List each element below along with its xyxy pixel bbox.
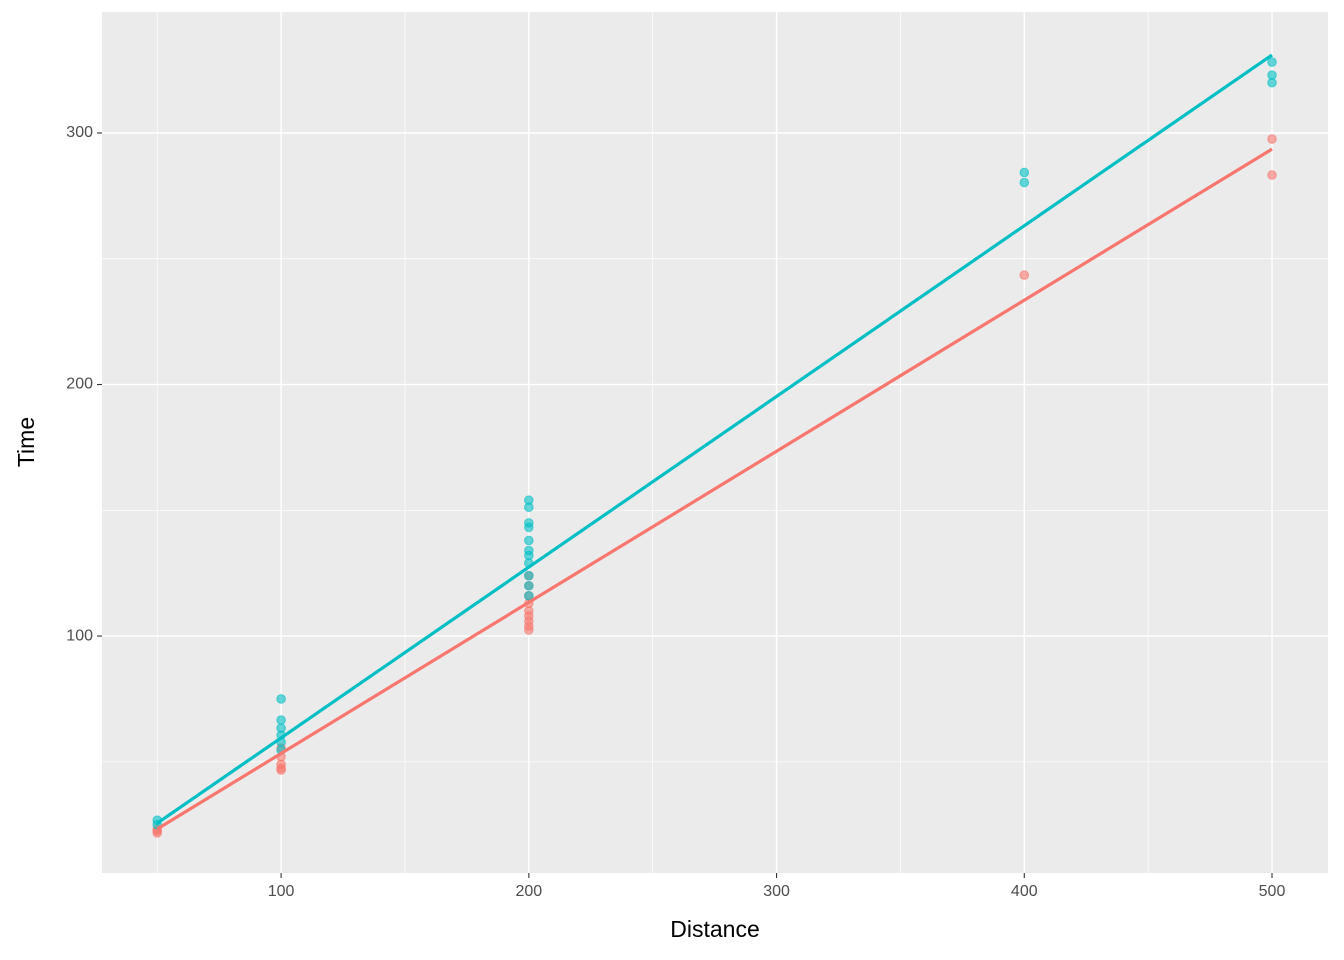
fit-line xyxy=(156,53,1273,825)
y-tick-label: 200 xyxy=(66,376,93,393)
point xyxy=(1267,77,1277,88)
point xyxy=(524,522,534,533)
y-tick-label: 100 xyxy=(66,627,93,644)
point xyxy=(524,502,534,513)
y-axis-title: Time xyxy=(13,417,39,467)
point xyxy=(1267,57,1277,67)
point xyxy=(524,570,534,581)
point xyxy=(524,580,534,591)
point xyxy=(1019,177,1030,188)
point xyxy=(276,715,286,725)
point xyxy=(1019,167,1030,178)
x-tick-label: 500 xyxy=(1259,883,1286,900)
x-tick-label: 400 xyxy=(1011,883,1038,900)
x-tick-label: 300 xyxy=(763,883,790,900)
panel xyxy=(102,12,1328,873)
point xyxy=(524,591,534,601)
fit-line xyxy=(156,147,1273,831)
x-axis-title: Distance xyxy=(670,916,759,942)
y-tick-label: 300 xyxy=(66,124,93,141)
point xyxy=(1267,170,1277,180)
point xyxy=(1019,270,1030,280)
point xyxy=(1267,134,1277,144)
x-tick-label: 200 xyxy=(515,883,542,900)
x-tick-label: 100 xyxy=(268,883,295,900)
point xyxy=(524,535,534,546)
point xyxy=(276,765,286,775)
point xyxy=(276,694,286,704)
